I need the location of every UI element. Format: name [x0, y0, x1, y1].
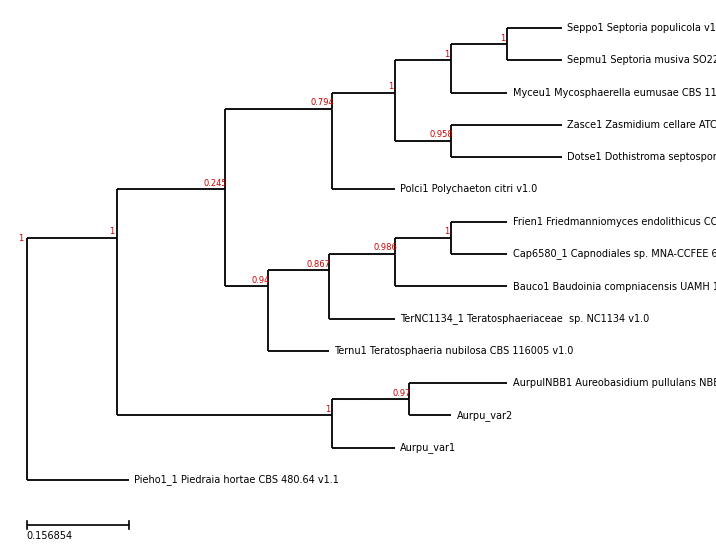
Text: 1: 1: [110, 227, 115, 236]
Text: 1: 1: [444, 227, 450, 236]
Text: 1: 1: [444, 50, 450, 59]
Text: Polci1 Polychaeton citri v1.0: Polci1 Polychaeton citri v1.0: [400, 184, 538, 195]
Text: Frien1 Friedmanniomyces endolithicus CCFEE 5311: Frien1 Friedmanniomyces endolithicus CCF…: [513, 217, 716, 227]
Text: TerNC1134_1 Teratosphaeriaceae  sp. NC1134 v1.0: TerNC1134_1 Teratosphaeriaceae sp. NC113…: [400, 313, 649, 324]
Text: Bauco1 Baudoinia compniacensis UAMH 10762 _4089826_ v1.0: Bauco1 Baudoinia compniacensis UAMH 1076…: [513, 281, 716, 292]
Text: Seppo1 Septoria populicola v1.0: Seppo1 Septoria populicola v1.0: [567, 23, 716, 33]
Text: Ternu1 Teratosphaeria nubilosa CBS 116005 v1.0: Ternu1 Teratosphaeria nubilosa CBS 11600…: [334, 346, 574, 356]
Text: 0.94: 0.94: [251, 276, 270, 285]
Text: Pieho1_1 Piedraia hortae CBS 480.64 v1.1: Pieho1_1 Piedraia hortae CBS 480.64 v1.1: [134, 475, 339, 486]
Text: 0.986: 0.986: [373, 244, 397, 252]
Text: 1: 1: [325, 405, 330, 414]
Text: Dotse1 Dothistroma septosporum NZE10 v1.0: Dotse1 Dothistroma septosporum NZE10 v1.…: [567, 152, 716, 162]
Text: 0.245: 0.245: [203, 179, 227, 188]
Text: Zasce1 Zasmidium cellare ATCC 36951 v1.0: Zasce1 Zasmidium cellare ATCC 36951 v1.0: [567, 120, 716, 130]
Text: Sepmu1 Septoria musiva SO2202 v1.0: Sepmu1 Septoria musiva SO2202 v1.0: [567, 56, 716, 65]
Text: Cap6580_1 Capnodiales sp. MNA-CCFEE 6580 v1.0: Cap6580_1 Capnodiales sp. MNA-CCFEE 6580…: [513, 249, 716, 260]
Text: 1: 1: [388, 82, 393, 91]
Text: Aurpu_var1: Aurpu_var1: [400, 442, 457, 453]
Text: Myceu1 Mycosphaerella eumusae CBS 114824: Myceu1 Mycosphaerella eumusae CBS 114824: [513, 87, 716, 98]
Text: 0.97: 0.97: [392, 389, 411, 398]
Text: 0.958: 0.958: [430, 130, 453, 140]
Text: AurpulNBB1 Aureobasidium pullulans NBB 7.2.1 v1.0: AurpulNBB1 Aureobasidium pullulans NBB 7…: [513, 378, 716, 388]
Text: 0.156854: 0.156854: [26, 531, 73, 541]
Text: Aurpu_var2: Aurpu_var2: [457, 410, 513, 421]
Text: 1: 1: [500, 34, 505, 42]
Text: 1: 1: [18, 234, 24, 243]
Text: 0.867: 0.867: [307, 260, 331, 268]
Text: 0.794: 0.794: [311, 98, 334, 107]
